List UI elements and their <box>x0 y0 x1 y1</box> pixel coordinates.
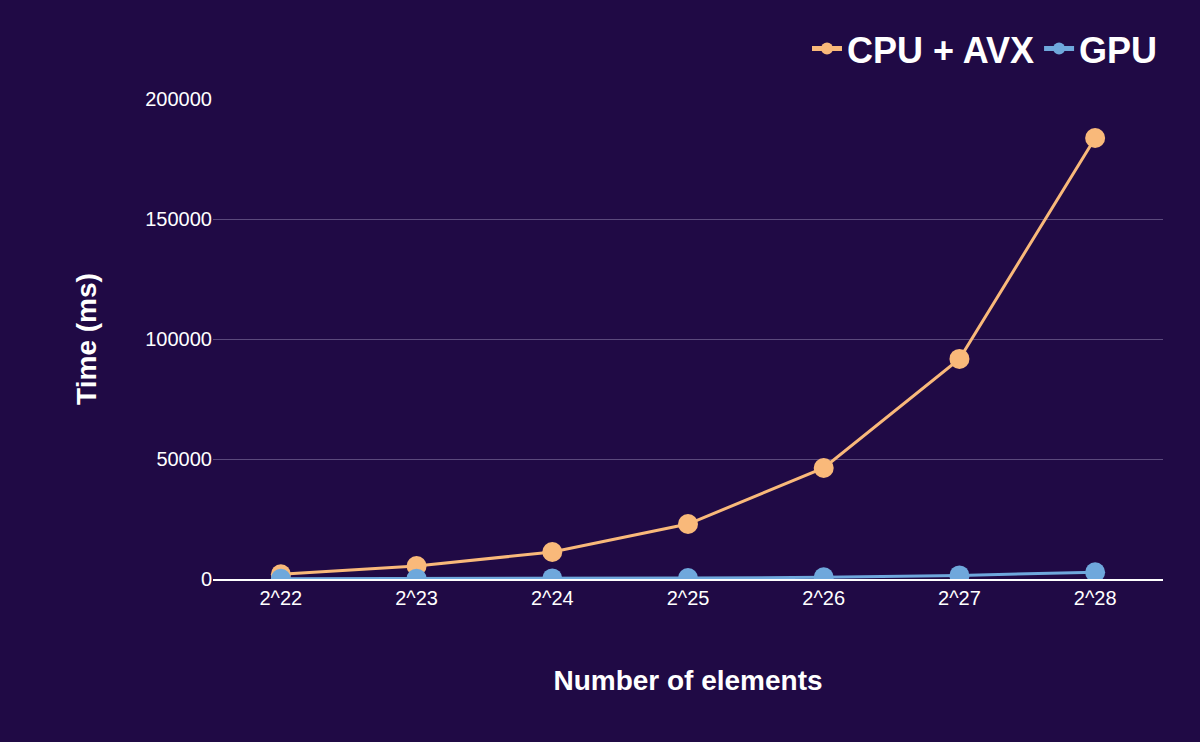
svg-text:2^28: 2^28 <box>1074 587 1117 609</box>
svg-text:2^24: 2^24 <box>531 587 574 609</box>
svg-text:Time (ms): Time (ms) <box>71 273 102 405</box>
svg-text:200000: 200000 <box>145 88 212 110</box>
svg-text:GPU: GPU <box>1079 30 1157 71</box>
svg-text:2^26: 2^26 <box>802 587 845 609</box>
svg-text:2^25: 2^25 <box>667 587 710 609</box>
svg-text:0: 0 <box>201 568 212 590</box>
svg-text:2^23: 2^23 <box>395 587 438 609</box>
svg-text:100000: 100000 <box>145 328 212 350</box>
svg-text:Number of elements: Number of elements <box>553 665 822 696</box>
svg-text:2^27: 2^27 <box>938 587 981 609</box>
svg-text:CPU + AVX: CPU + AVX <box>847 30 1034 71</box>
svg-text:50000: 50000 <box>156 448 212 470</box>
svg-text:150000: 150000 <box>145 208 212 230</box>
svg-text:2^22: 2^22 <box>259 587 302 609</box>
